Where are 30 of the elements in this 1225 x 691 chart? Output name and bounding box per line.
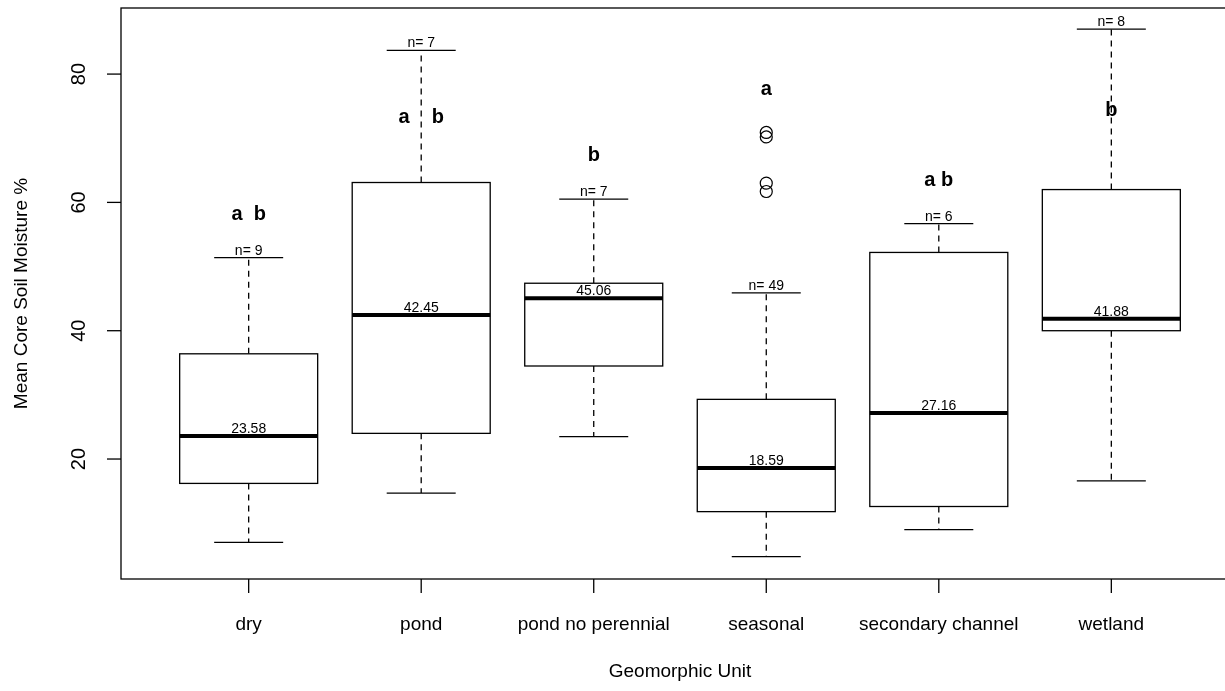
annotation: 18.59 — [748, 452, 784, 469]
y-tick-label: 80 — [67, 62, 89, 86]
annotation: n= 49 — [748, 276, 785, 293]
x-tick-label: secondary channel — [859, 613, 1019, 634]
y-tick-label: 60 — [67, 191, 89, 214]
x-tick-label: dry — [235, 613, 263, 634]
annotation: b — [1105, 98, 1118, 121]
annotation: 42.45 — [403, 298, 439, 315]
y-axis-title: Mean Core Soil Moisture % — [10, 177, 31, 410]
annotation: n= 8 — [1097, 13, 1126, 30]
annotation: n= 7 — [579, 183, 608, 200]
annotation: n= 9 — [234, 241, 263, 258]
annotation: n= 6 — [924, 207, 953, 224]
annotation: 41.88 — [1093, 302, 1130, 319]
annotation: 27.16 — [921, 397, 957, 414]
x-tick-label: pond — [400, 613, 443, 634]
annotation: a b — [924, 167, 954, 190]
annotation: a — [760, 76, 773, 99]
y-tick-label: 40 — [67, 319, 89, 342]
annotation: 45.06 — [576, 282, 612, 299]
x-tick-label: seasonal — [728, 613, 805, 634]
annotation: 23.58 — [231, 420, 267, 437]
annotation: n= 7 — [407, 34, 436, 51]
annotation: b — [587, 143, 600, 166]
x-axis-title: Geomorphic Unit — [608, 660, 752, 681]
x-tick-label: pond no perennial — [517, 613, 670, 634]
y-tick-label: 20 — [67, 447, 89, 471]
annotation: a b — [231, 201, 266, 224]
x-tick-label: wetland — [1077, 613, 1145, 634]
annotation: a b — [398, 105, 444, 128]
